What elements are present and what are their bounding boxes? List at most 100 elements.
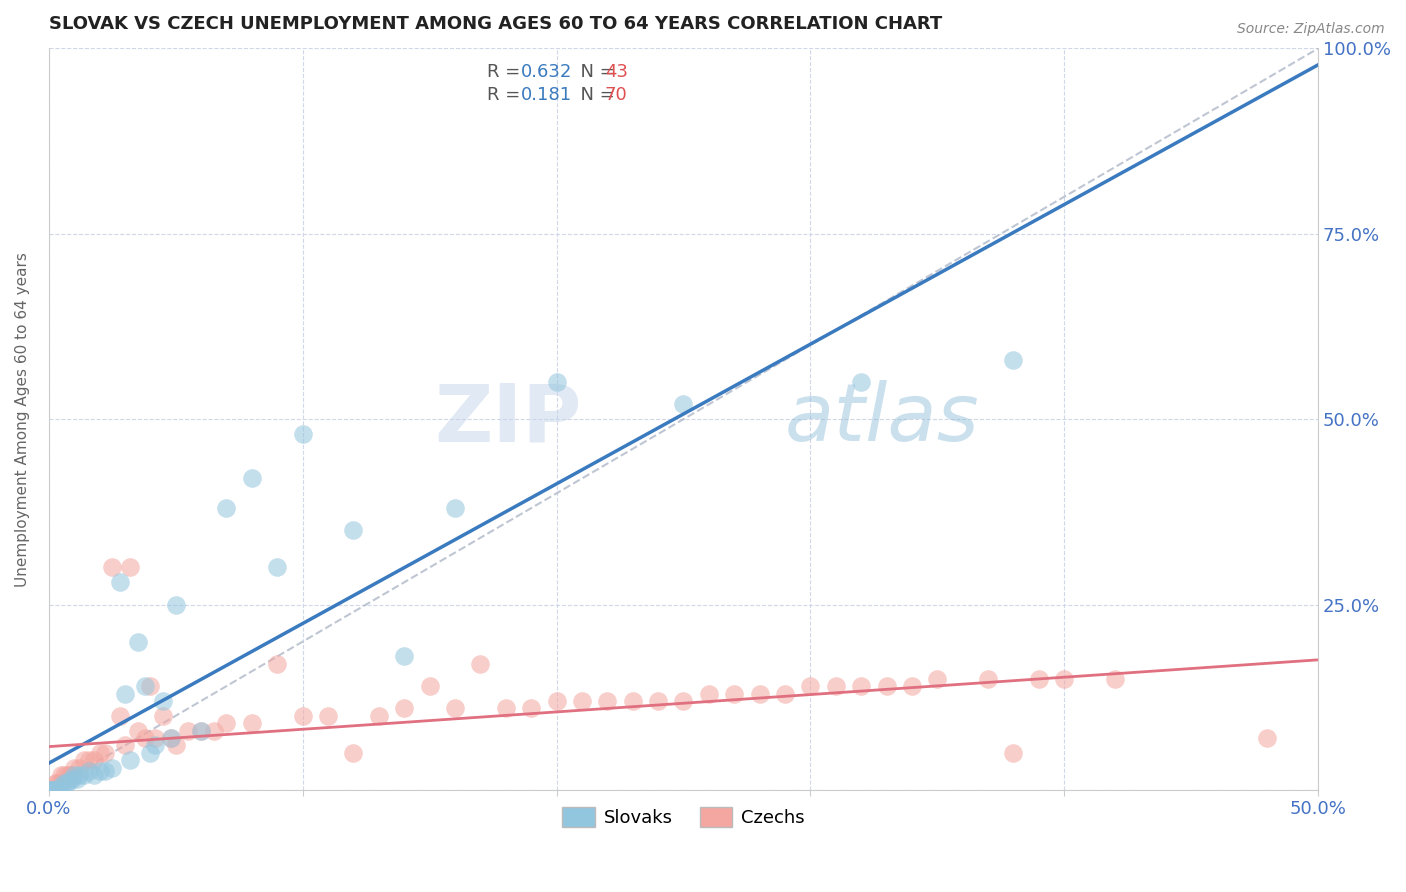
Point [697, 686, 720, 700]
Point [45, 783, 67, 797]
Point [63, 768, 86, 782]
Point [419, 679, 441, 693]
Text: 43: 43 [605, 62, 627, 80]
Point [291, 708, 314, 723]
Point [60, 768, 83, 782]
Point [444, 501, 467, 516]
Point [215, 501, 238, 516]
Point [89, 746, 111, 760]
Point [58, 768, 80, 782]
Point [60, 772, 83, 786]
Point [127, 723, 149, 738]
Point [177, 723, 200, 738]
Point [73, 768, 96, 782]
Point [83, 768, 105, 782]
Point [127, 634, 149, 648]
Point [152, 708, 174, 723]
Point [723, 686, 745, 700]
Point [1256, 731, 1278, 745]
Point [367, 708, 389, 723]
Point [672, 397, 695, 411]
Text: R =: R = [486, 62, 526, 80]
Point [849, 679, 872, 693]
Point [240, 716, 263, 731]
Point [165, 739, 187, 753]
Point [51, 768, 73, 782]
Point [876, 679, 898, 693]
Point [495, 701, 517, 715]
Point [55, 768, 77, 782]
Point [316, 708, 339, 723]
Point [266, 657, 288, 671]
Text: N =: N = [569, 87, 620, 104]
Point [444, 701, 467, 715]
Point [45, 783, 67, 797]
Point [159, 731, 181, 745]
Point [392, 701, 415, 715]
Point [83, 753, 105, 767]
Point [139, 679, 162, 693]
Point [55, 775, 77, 789]
Point [165, 598, 187, 612]
Point [66, 772, 89, 786]
Point [145, 739, 167, 753]
Point [824, 679, 846, 693]
Point [58, 774, 80, 789]
Point [773, 686, 796, 700]
Point [342, 746, 364, 760]
Point [38, 783, 60, 797]
Point [1028, 672, 1050, 686]
Point [159, 731, 181, 745]
Point [190, 723, 212, 738]
Point [596, 694, 619, 708]
Point [108, 708, 131, 723]
Point [799, 679, 821, 693]
Point [79, 764, 101, 779]
Point [118, 753, 141, 767]
Point [63, 761, 86, 775]
Text: 0.632: 0.632 [522, 62, 572, 80]
Y-axis label: Unemployment Among Ages 60 to 64 years: Unemployment Among Ages 60 to 64 years [15, 252, 30, 587]
Point [73, 753, 96, 767]
Point [571, 694, 593, 708]
Point [240, 471, 263, 485]
Text: 70: 70 [605, 87, 627, 104]
Point [927, 672, 949, 686]
Point [42, 783, 65, 797]
Point [45, 775, 67, 789]
Point [134, 679, 156, 693]
Point [39, 783, 62, 797]
Point [67, 761, 90, 775]
Point [118, 560, 141, 574]
Text: Source: ZipAtlas.com: Source: ZipAtlas.com [1237, 22, 1385, 37]
Point [39, 783, 62, 797]
Point [53, 775, 76, 789]
Point [79, 753, 101, 767]
Point [291, 427, 314, 442]
Point [139, 746, 162, 760]
Point [67, 768, 90, 782]
Point [48, 775, 70, 789]
Point [42, 783, 65, 797]
Point [647, 694, 669, 708]
Point [89, 764, 111, 779]
Point [215, 716, 238, 731]
Point [1002, 352, 1025, 367]
Point [266, 560, 288, 574]
Point [108, 575, 131, 590]
Point [134, 731, 156, 745]
Point [546, 375, 568, 389]
Point [101, 560, 124, 574]
Point [48, 783, 70, 797]
Point [101, 761, 124, 775]
Point [51, 779, 73, 793]
Point [38, 783, 60, 797]
Point [93, 764, 115, 779]
Point [901, 679, 924, 693]
Legend: Slovaks, Czechs: Slovaks, Czechs [553, 797, 814, 837]
Point [470, 657, 492, 671]
Text: SLOVAK VS CZECH UNEMPLOYMENT AMONG AGES 60 TO 64 YEARS CORRELATION CHART: SLOVAK VS CZECH UNEMPLOYMENT AMONG AGES … [49, 15, 942, 33]
Point [1104, 672, 1126, 686]
Point [202, 723, 225, 738]
Point [520, 701, 543, 715]
